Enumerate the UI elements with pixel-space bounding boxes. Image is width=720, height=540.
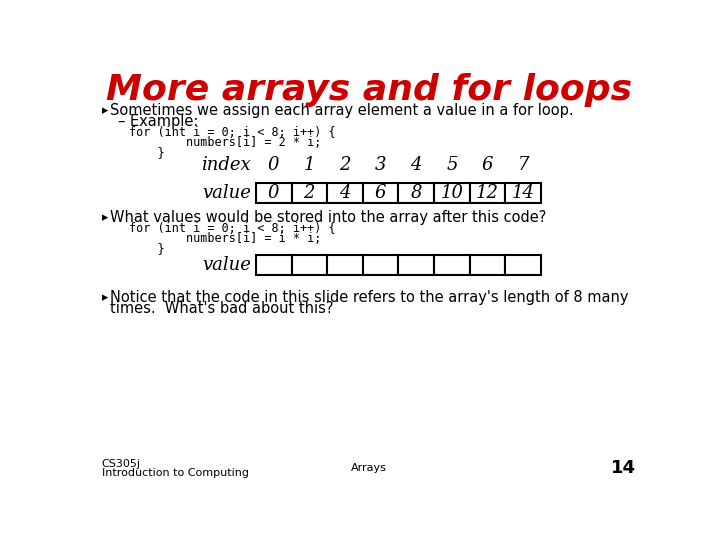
Bar bbox=[292, 183, 327, 202]
Bar bbox=[363, 255, 398, 275]
Bar bbox=[327, 255, 363, 275]
Bar bbox=[256, 255, 292, 275]
Text: 10: 10 bbox=[441, 184, 464, 201]
Bar bbox=[256, 183, 292, 202]
Text: Sometimes we assign each array element a value in a for loop.: Sometimes we assign each array element a… bbox=[110, 104, 574, 118]
Text: 2: 2 bbox=[304, 184, 315, 201]
Bar bbox=[327, 183, 363, 202]
Text: Notice that the code in this slide refers to the array's length of 8 many: Notice that the code in this slide refer… bbox=[110, 290, 629, 305]
Bar bbox=[363, 183, 398, 202]
Text: for (int i = 0; i < 8; i++) {: for (int i = 0; i < 8; i++) { bbox=[129, 126, 336, 139]
Text: 5: 5 bbox=[446, 156, 458, 174]
Text: 3: 3 bbox=[375, 156, 387, 174]
Text: numbers[i] = 2 * i;: numbers[i] = 2 * i; bbox=[129, 136, 321, 149]
Bar bbox=[292, 255, 327, 275]
Text: }: } bbox=[129, 146, 164, 159]
Text: 4: 4 bbox=[410, 156, 422, 174]
Text: Introduction to Computing: Introduction to Computing bbox=[102, 468, 248, 478]
Text: 0: 0 bbox=[268, 156, 279, 174]
Text: value: value bbox=[202, 256, 251, 274]
Text: 6: 6 bbox=[375, 184, 387, 201]
Text: numbers[i] = i * i;: numbers[i] = i * i; bbox=[129, 232, 321, 245]
Bar bbox=[434, 183, 469, 202]
Text: times.  What's bad about this?: times. What's bad about this? bbox=[110, 301, 333, 315]
Text: ▸: ▸ bbox=[102, 291, 108, 304]
Bar bbox=[398, 255, 434, 275]
Text: 0: 0 bbox=[268, 184, 279, 201]
Text: What values would be stored into the array after this code?: What values would be stored into the arr… bbox=[110, 210, 546, 225]
Text: Arrays: Arrays bbox=[351, 463, 387, 473]
Text: index: index bbox=[202, 156, 251, 174]
Bar bbox=[434, 255, 469, 275]
Bar bbox=[505, 183, 541, 202]
Text: 14: 14 bbox=[512, 184, 535, 201]
Text: 8: 8 bbox=[410, 184, 422, 201]
Bar bbox=[469, 183, 505, 202]
Text: 6: 6 bbox=[482, 156, 493, 174]
Text: ▸: ▸ bbox=[102, 211, 108, 224]
Text: 1: 1 bbox=[304, 156, 315, 174]
Text: for (int i = 0; i < 8; i++) {: for (int i = 0; i < 8; i++) { bbox=[129, 222, 336, 235]
Text: 7: 7 bbox=[518, 156, 529, 174]
Text: ▸: ▸ bbox=[102, 105, 108, 118]
Text: 14: 14 bbox=[611, 460, 636, 477]
Text: CS305j: CS305j bbox=[102, 458, 140, 469]
Bar bbox=[469, 255, 505, 275]
Text: value: value bbox=[202, 184, 251, 201]
Text: 2: 2 bbox=[339, 156, 351, 174]
Text: – Example:: – Example: bbox=[118, 114, 198, 129]
Text: 12: 12 bbox=[476, 184, 499, 201]
Bar bbox=[505, 255, 541, 275]
Text: More arrays and for loops: More arrays and for loops bbox=[106, 73, 632, 107]
Text: 4: 4 bbox=[339, 184, 351, 201]
Bar bbox=[398, 183, 434, 202]
Text: }: } bbox=[129, 242, 164, 255]
